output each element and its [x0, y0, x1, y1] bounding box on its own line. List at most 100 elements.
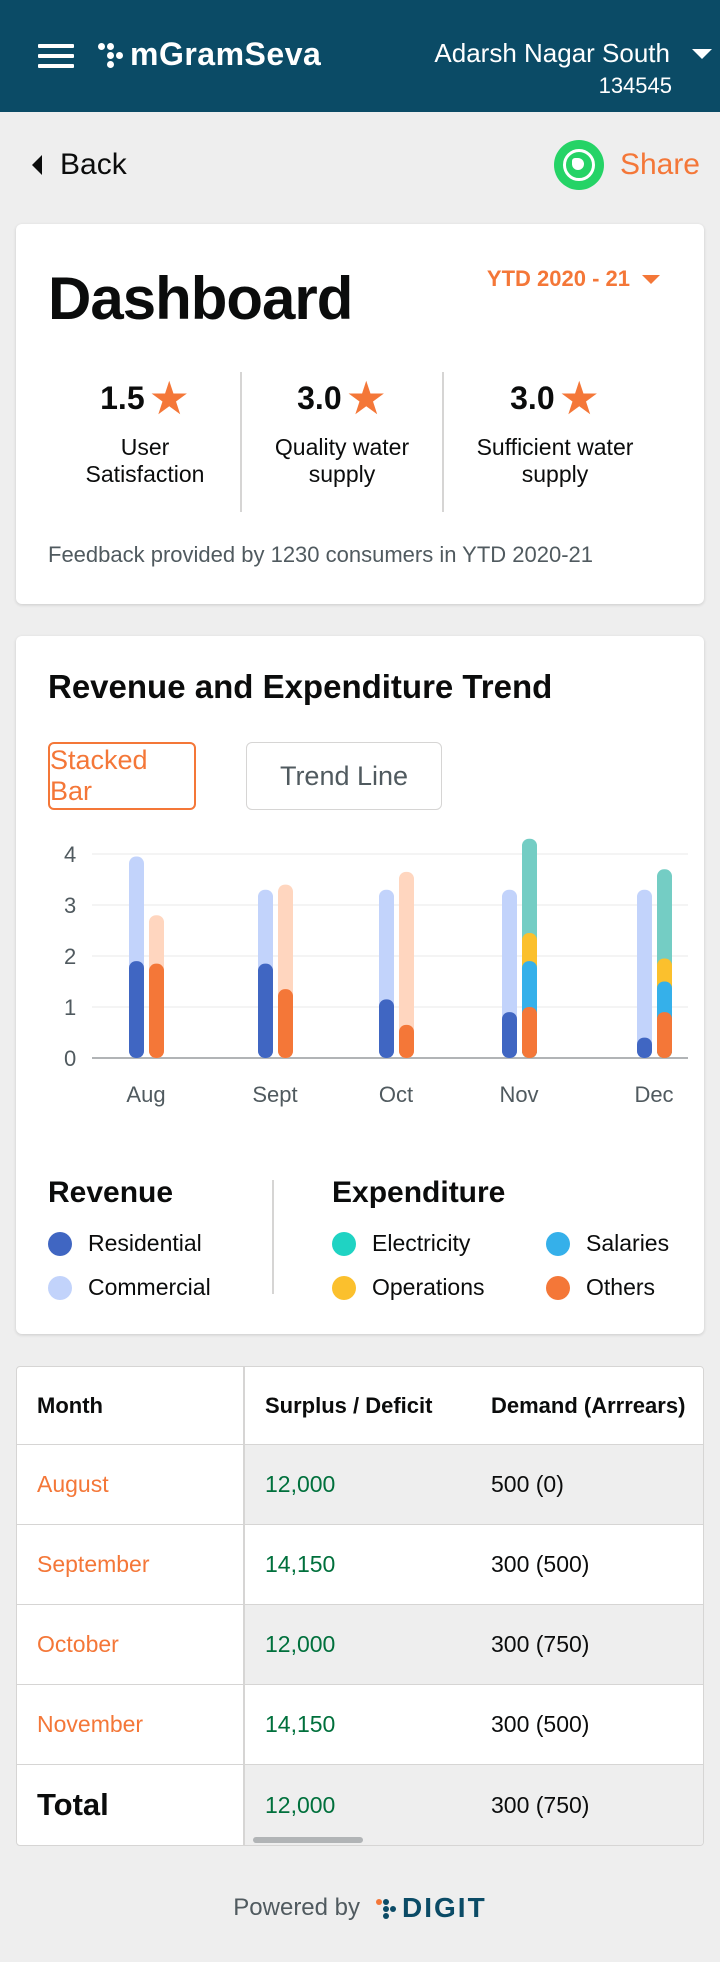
- table-row: November 14,150 300 (500): [17, 1685, 703, 1765]
- residential-dot-icon: [48, 1231, 72, 1256]
- star-icon: ★: [345, 372, 387, 424]
- header-demand: Demand (Arrrears): [491, 1392, 686, 1418]
- legend-residential: Residential: [48, 1230, 202, 1257]
- app-logo: mGramSeva: [98, 34, 321, 74]
- header-month: Month: [37, 1392, 103, 1418]
- table-row: October 12,000 300 (750): [17, 1605, 703, 1685]
- surplus-value: 14,150: [265, 1711, 336, 1737]
- trend-line-toggle[interactable]: Trend Line: [246, 742, 442, 810]
- share-button[interactable]: Share: [553, 140, 700, 190]
- revenue-residential-bar: [637, 1037, 652, 1058]
- legend-label: Others: [586, 1274, 656, 1300]
- surplus-value: 12,000: [265, 1471, 336, 1497]
- demand-value: 300 (750): [491, 1631, 590, 1657]
- header-surplus: Surplus / Deficit: [265, 1392, 433, 1418]
- table-row: September 14,150 300 (500): [17, 1525, 703, 1605]
- x-tick-label: Nov: [499, 1082, 538, 1107]
- operations-dot-icon: [332, 1275, 356, 1300]
- app-header: mGramSeva Adarsh Nagar South 134545: [0, 0, 720, 112]
- x-tick-label: Dec: [634, 1082, 673, 1107]
- powered-by-label: Powered by: [233, 1894, 361, 1921]
- legend-electricity: Electricity: [332, 1230, 470, 1257]
- rating-label-line: Sufficient water: [476, 434, 634, 460]
- expenditure-total-bar: [399, 871, 414, 1058]
- revenue-expenditure-chart: 0 1 2 3 4 Aug Sept Oct Nov Dec: [64, 838, 688, 1107]
- demand-value: 500 (0): [491, 1471, 564, 1497]
- feedback-text: Feedback provided by 1230 consumers in Y…: [48, 542, 594, 567]
- legend-label: Salaries: [586, 1230, 670, 1256]
- table-total-row: Total 12,000 300 (750): [17, 1765, 703, 1845]
- rating-value: 1.5: [100, 379, 145, 416]
- revenue-residential-bar: [502, 1012, 517, 1058]
- legend-commercial: Commercial: [48, 1274, 211, 1301]
- divider: [442, 372, 444, 512]
- horizontal-scrollbar[interactable]: [253, 1837, 363, 1843]
- page-title: Dashboard: [48, 265, 353, 332]
- revenue-residential-bar: [129, 961, 144, 1058]
- rating-user-satisfaction: 1.5 ★ User Satisfaction: [48, 372, 242, 512]
- total-surplus: 12,000: [265, 1791, 336, 1818]
- expenditure-others-bar: [522, 1007, 537, 1058]
- menu-icon[interactable]: [38, 44, 74, 68]
- salaries-dot-icon: [546, 1231, 570, 1256]
- share-label: Share: [619, 148, 700, 181]
- chevron-left-icon: [32, 155, 42, 175]
- divider: [240, 372, 242, 512]
- y-tick-label: 3: [64, 893, 76, 918]
- legend-label: Operations: [372, 1274, 485, 1300]
- ratings-row: 1.5 ★ User Satisfaction 3.0 ★ Quality water…: [48, 372, 668, 512]
- legend-operations: Operations: [332, 1274, 485, 1301]
- footer: Powered by DIGIT: [0, 1892, 720, 1924]
- table-row: August 12,000 500 (0): [17, 1445, 703, 1525]
- surplus-value: 14,150: [265, 1551, 336, 1577]
- legend-salaries: Salaries: [546, 1230, 669, 1257]
- month-link[interactable]: November: [37, 1711, 144, 1737]
- digit-dots-icon: [376, 1897, 397, 1919]
- rating-label-line: supply: [308, 461, 376, 487]
- table-header: Month Surplus / Deficit Demand (Arrrears…: [17, 1367, 703, 1445]
- y-tick-label: 4: [64, 842, 76, 867]
- revenue-legend-title: Revenue: [48, 1176, 174, 1209]
- app-name: mGramSeva: [130, 35, 322, 72]
- chevron-down-icon: [642, 274, 660, 284]
- month-link[interactable]: August: [37, 1471, 109, 1497]
- revenue-residential-bar: [379, 999, 394, 1058]
- legend-label: Commercial: [88, 1274, 211, 1300]
- x-tick-label: Sept: [252, 1082, 297, 1107]
- expenditure-others-bar: [278, 989, 293, 1058]
- month-link[interactable]: October: [37, 1631, 119, 1657]
- rating-value: 3.0: [297, 379, 342, 416]
- location-selector[interactable]: Adarsh Nagar South 134545: [434, 38, 712, 99]
- trend-card: Revenue and Expenditure Trend Stacked Ba…: [16, 636, 704, 1334]
- y-tick-label: 1: [64, 995, 76, 1020]
- rating-label-line: Quality water: [274, 434, 410, 460]
- rating-label-line: User: [120, 434, 170, 460]
- commercial-dot-icon: [48, 1275, 72, 1300]
- section-title: Revenue and Expenditure Trend: [48, 668, 553, 705]
- month-link[interactable]: September: [37, 1551, 150, 1577]
- y-tick-label: 0: [64, 1046, 76, 1071]
- revenue-residential-bar: [258, 963, 273, 1058]
- location-code: 134545: [598, 73, 672, 98]
- rating-label-line: Satisfaction: [85, 461, 205, 487]
- expenditure-others-bar: [657, 1012, 672, 1058]
- revenue-commercial-bar: [637, 889, 652, 1058]
- stacked-bar-toggle[interactable]: Stacked Bar: [48, 742, 196, 810]
- back-button[interactable]: Back: [32, 148, 127, 182]
- surplus-value: 12,000: [265, 1631, 336, 1657]
- star-icon: ★: [558, 372, 600, 424]
- expenditure-others-bar: [149, 963, 164, 1058]
- digit-logo: DIGIT: [376, 1892, 487, 1924]
- back-label: Back: [60, 148, 127, 181]
- legend-label: Electricity: [372, 1230, 471, 1256]
- total-label: Total: [37, 1787, 109, 1822]
- rating-quality-water: 3.0 ★ Quality water supply: [242, 372, 442, 512]
- location-name: Adarsh Nagar South: [434, 38, 670, 68]
- rating-sufficient-water: 3.0 ★ Sufficient water supply: [442, 372, 668, 512]
- monthly-table: Month Surplus / Deficit Demand (Arrrears…: [16, 1366, 704, 1846]
- demand-value: 300 (500): [491, 1551, 590, 1577]
- digit-brand: DIGIT: [402, 1892, 487, 1923]
- expenditure-legend-title: Expenditure: [332, 1176, 506, 1209]
- period-selector[interactable]: YTD 2020 - 21: [487, 266, 660, 292]
- divider: [272, 1180, 274, 1294]
